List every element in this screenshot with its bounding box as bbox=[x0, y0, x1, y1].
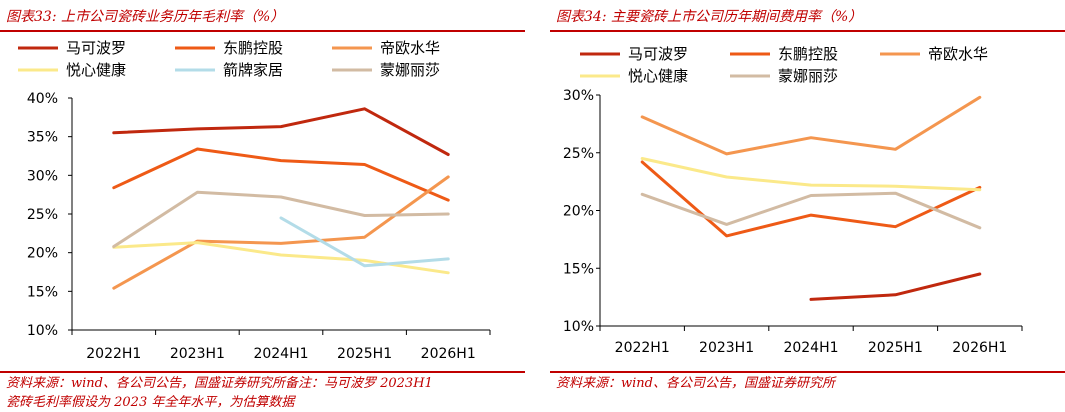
series-line bbox=[640, 157, 982, 192]
x-tick-label: 2023H1 bbox=[699, 340, 754, 356]
title-rule bbox=[550, 30, 1065, 32]
x-tick-label: 2026H1 bbox=[421, 346, 476, 362]
chart-title: 图表33: 上市公司瓷砖业务历年毛利率（%） bbox=[6, 9, 285, 25]
source-rule bbox=[550, 371, 1065, 373]
x-tick-label: 2025H1 bbox=[868, 340, 923, 356]
source-line: 资料来源：wind、各公司公告，国盛证券研究所备注：马可波罗 2023H1 bbox=[6, 376, 433, 391]
x-tick-label: 2024H1 bbox=[783, 340, 838, 356]
x-tick-label: 2025H1 bbox=[337, 346, 392, 362]
y-tick-label: 40% bbox=[27, 91, 58, 107]
series-line bbox=[640, 191, 982, 230]
y-tick-label: 10% bbox=[27, 323, 58, 339]
x-tick-label: 2026H1 bbox=[952, 340, 1007, 356]
y-tick-label: 10% bbox=[563, 319, 594, 335]
series-line bbox=[112, 147, 450, 202]
source-line: 资料来源：wind、各公司公告，国盛证券研究所 bbox=[556, 376, 835, 391]
legend-label: 悦心健康 bbox=[628, 67, 688, 85]
y-tick-label: 25% bbox=[563, 146, 594, 162]
chart-panel-gross-margin: 图表33: 上市公司瓷砖业务历年毛利率（%） 10% 15% 20% 25% 30% 35… bbox=[0, 0, 525, 410]
source-rule bbox=[0, 371, 525, 373]
chart-title: 图表34: 主要瓷砖上市公司历年期间费用率（%） bbox=[556, 9, 863, 25]
series-line bbox=[112, 107, 450, 156]
y-tick-label: 30% bbox=[27, 168, 58, 184]
legend-label: 帝欧水华 bbox=[380, 39, 440, 57]
series-line bbox=[640, 160, 982, 238]
expense-ratio-line-chart: 10% 15% 20% 25% 30% 2022H1 2023H1 2024H1 2025H1 2… bbox=[563, 45, 1023, 356]
y-tick-label: 20% bbox=[563, 204, 594, 220]
y-tick-label: 25% bbox=[27, 207, 58, 223]
legend-label: 蒙娜丽莎 bbox=[778, 67, 838, 85]
legend-label: 悦心健康 bbox=[66, 61, 126, 79]
series-line bbox=[112, 175, 450, 290]
legend-label: 帝欧水华 bbox=[928, 45, 988, 63]
title-rule bbox=[0, 30, 525, 32]
x-tick-label: 2023H1 bbox=[170, 346, 225, 362]
legend-label: 马可波罗 bbox=[66, 39, 126, 57]
series-line bbox=[279, 216, 450, 268]
legend-label: 马可波罗 bbox=[628, 45, 688, 63]
y-tick-label: 15% bbox=[563, 261, 594, 277]
source-note: 资料来源：wind、各公司公告，国盛证券研究所备注：马可波罗 2023H1 瓷砖… bbox=[6, 374, 433, 412]
series-line bbox=[112, 241, 450, 275]
legend-label: 箭牌家居 bbox=[223, 61, 283, 79]
y-tick-label: 30% bbox=[563, 88, 594, 104]
y-tick-label: 35% bbox=[27, 130, 58, 146]
x-tick-label: 2022H1 bbox=[86, 346, 141, 362]
source-line: 瓷砖毛利率假设为 2023 年全年水平，为估算数据 bbox=[6, 395, 295, 410]
y-tick-label: 15% bbox=[27, 284, 58, 300]
chart-panel-expense-ratio: 图表34: 主要瓷砖上市公司历年期间费用率（%） 10% 15% 20% 25% 30%… bbox=[550, 0, 1065, 410]
x-tick-label: 2024H1 bbox=[253, 346, 308, 362]
series-line bbox=[112, 190, 450, 248]
y-tick-label: 20% bbox=[27, 246, 58, 262]
series-line bbox=[640, 95, 982, 156]
source-note: 资料来源：wind、各公司公告，国盛证券研究所 bbox=[556, 374, 835, 393]
x-tick-label: 2022H1 bbox=[615, 340, 670, 356]
legend-label: 东鹏控股 bbox=[223, 39, 283, 57]
legend-label: 蒙娜丽莎 bbox=[380, 61, 440, 79]
gross-margin-line-chart: 10% 15% 20% 25% 30% 35% 40% 2022H1 2023H1 2024H1 2… bbox=[18, 39, 491, 362]
series-line bbox=[809, 272, 982, 301]
legend-label: 东鹏控股 bbox=[778, 45, 838, 63]
